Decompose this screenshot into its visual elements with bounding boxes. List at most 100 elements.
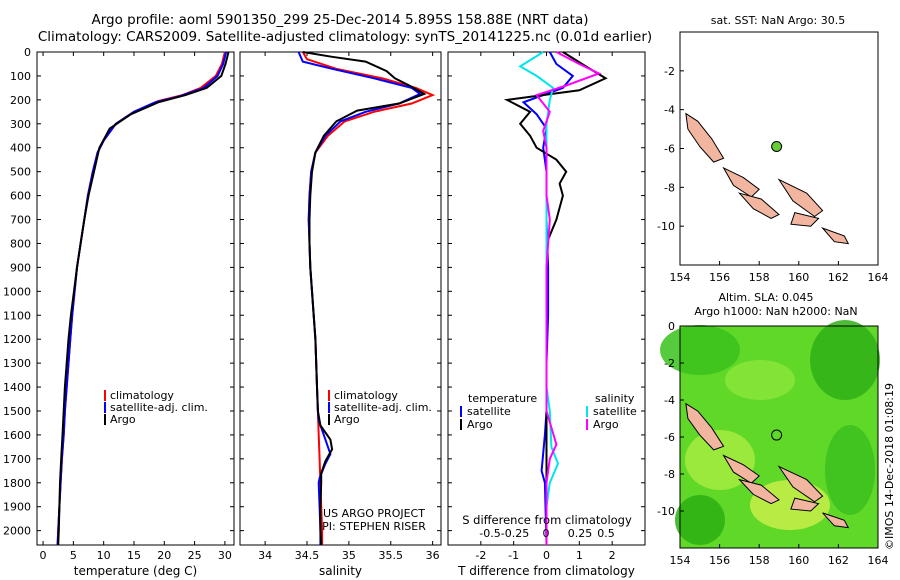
float-location-marker: [771, 429, 783, 441]
map-x-tick-label: 160: [788, 554, 809, 567]
depth-tick-label: 2000: [3, 525, 31, 538]
x-tick-label: 34.5: [295, 549, 320, 562]
x-tick-label: 5: [70, 549, 77, 562]
x-axis-label: T difference from climatology: [457, 564, 635, 578]
imos-stamp: ©IMOS 14-Dec-2018 01:08:19: [883, 383, 896, 550]
x-tick-label: 30: [218, 549, 232, 562]
float-location-marker: [771, 140, 783, 152]
island-shape: [790, 212, 820, 227]
x-tick-label: 35.5: [379, 549, 404, 562]
map-y-tick-label: -8: [664, 181, 675, 194]
legend-label: satellite: [593, 405, 637, 418]
legend-label: Argo: [334, 413, 360, 426]
map-y-tick-label: -4: [664, 394, 675, 407]
island-shape: [777, 465, 824, 503]
x-tick-label: 2: [609, 549, 616, 562]
x-tick-label: 20: [157, 549, 171, 562]
island-shape: [722, 454, 760, 484]
depth-tick-label: 1100: [3, 309, 31, 322]
island-shape: [722, 166, 760, 198]
sla-anomaly-patch: [725, 360, 795, 400]
island-shape: [777, 178, 824, 218]
map-y-tick-label: -6: [664, 143, 675, 156]
map-x-tick-label: 162: [828, 271, 849, 284]
panel-frame: [36, 51, 235, 546]
map-x-tick-label: 164: [868, 271, 889, 284]
x2-tick-label: 0: [543, 527, 550, 540]
series-line-argo: [534, 51, 602, 545]
map-x-tick-label: 164: [868, 554, 889, 567]
series-line-argo: [302, 51, 427, 546]
depth-tick-label: 1700: [3, 453, 31, 466]
panel-frame: [239, 51, 442, 546]
legend-label: climatology: [334, 389, 398, 402]
legend-label: Argo: [593, 418, 619, 431]
map-y-tick-label: -10: [657, 220, 675, 233]
map-x-tick-label: 158: [749, 554, 770, 567]
depth-tick-label: 800: [10, 237, 31, 250]
x-tick-label: 25: [188, 549, 202, 562]
legend-label: Argo: [467, 418, 493, 431]
map-x-tick-label: 162: [828, 554, 849, 567]
x-tick-label: 15: [127, 549, 141, 562]
depth-tick-label: 1300: [3, 357, 31, 370]
legend-label: temperature: [468, 392, 537, 405]
depth-tick-label: 1200: [3, 333, 31, 346]
map-y-tick-label: -6: [664, 431, 675, 444]
x-axis-label: temperature (deg C): [74, 564, 197, 578]
x-tick-label: 34: [258, 549, 272, 562]
title-line-2: Climatology: CARS2009. Satellite-adjuste…: [37, 29, 653, 45]
depth-tick-label: 1400: [3, 381, 31, 394]
depth-tick-label: 100: [10, 70, 31, 83]
map-x-tick-label: 154: [670, 271, 691, 284]
map-y-tick-label: 0: [668, 320, 675, 333]
island-shape: [790, 497, 820, 512]
depth-tick-label: 1500: [3, 405, 31, 418]
sla-anomaly-patch: [675, 495, 725, 545]
x-tick-label: -1: [508, 549, 519, 562]
series-line-argo: [57, 51, 230, 546]
x-tick-label: 35: [342, 549, 356, 562]
depth-tick-label: 200: [10, 94, 31, 107]
depth-tick-label: 600: [10, 190, 31, 203]
x2-tick-label: -0.25: [501, 527, 529, 540]
depth-tick-label: 1600: [3, 429, 31, 442]
depth-tick-label: 400: [10, 142, 31, 155]
x-tick-label: -2: [475, 549, 486, 562]
map-x-tick-label: 156: [709, 554, 730, 567]
legend-label: satellite-adj. clim.: [110, 401, 208, 414]
depth-tick-label: 700: [10, 214, 31, 227]
map-x-tick-label: 158: [749, 271, 770, 284]
map-x-tick-label: 160: [788, 271, 809, 284]
legend-label: climatology: [110, 389, 174, 402]
x2-tick-label: -0.5: [479, 527, 500, 540]
map-x-tick-label: 154: [670, 554, 691, 567]
map-title: Altim. SLA: 0.045: [718, 291, 813, 304]
x-tick-label: 1: [576, 549, 583, 562]
x-tick-label: 10: [97, 549, 111, 562]
sla-anomaly-patch: [810, 320, 880, 400]
x2-tick-label: 0.5: [597, 527, 615, 540]
x2-axis-label: S difference from climatology: [462, 513, 632, 527]
legend-label: Argo: [110, 413, 136, 426]
map-y-tick-label: -4: [664, 104, 675, 117]
x2-tick-label: 0.25: [568, 527, 593, 540]
legend-label: salinity: [595, 392, 635, 405]
map-y-tick-label: -10: [657, 505, 675, 518]
island-shape: [820, 226, 850, 245]
depth-tick-label: 0: [24, 46, 31, 59]
title-line-1: Argo profile: aoml 5901350_299 25-Dec-20…: [91, 12, 589, 28]
legend-label: satellite-adj. clim.: [334, 401, 432, 414]
map-x-tick-label: 156: [709, 271, 730, 284]
depth-tick-label: 300: [10, 118, 31, 131]
x-tick-label: 0: [543, 549, 550, 562]
x-tick-label: 36: [426, 549, 440, 562]
island-shape: [685, 112, 725, 163]
map-y-tick-label: -8: [664, 468, 675, 481]
x-tick-label: 0: [40, 549, 47, 562]
x-axis-label: salinity: [319, 564, 362, 578]
map-title: sat. SST: NaN Argo: 30.5: [711, 14, 845, 27]
depth-tick-label: 900: [10, 261, 31, 274]
map-y-tick-label: -2: [664, 65, 675, 78]
